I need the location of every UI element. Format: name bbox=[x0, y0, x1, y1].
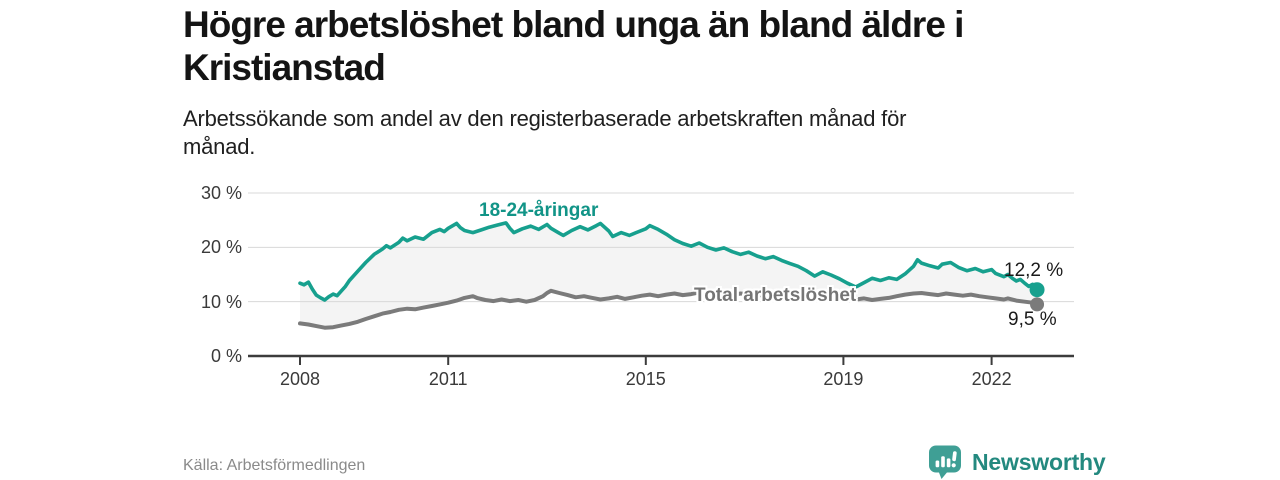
page-title-line1: Högre arbetslöshet bland unga än bland ä… bbox=[183, 4, 964, 45]
newsworthy-bubble-chart-icon bbox=[929, 445, 961, 479]
area-between-series bbox=[300, 222, 1037, 328]
total-end-dot bbox=[1030, 297, 1045, 312]
x-axis-tick-label: 2015 bbox=[625, 369, 666, 389]
x-axis-tick-label: 2019 bbox=[823, 369, 864, 389]
chart-subtitle: Arbetssökande som andel av den registerb… bbox=[183, 105, 1063, 161]
chart-subtitle-line1: Arbetssökande som andel av den registerb… bbox=[183, 106, 907, 131]
x-axis-tick-label: 2011 bbox=[428, 369, 468, 389]
y-axis-tick-label: 30 % bbox=[200, 182, 242, 203]
chart-subtitle-line2: månad. bbox=[183, 134, 256, 159]
x-axis-tick-label: 2008 bbox=[279, 369, 321, 389]
youth-line bbox=[298, 221, 1039, 302]
y-axis-tick-label: 0 % bbox=[210, 346, 242, 366]
page-title: Högre arbetslöshet bland unga än bland ä… bbox=[183, 3, 1143, 89]
end-value-label-youth: 12,2 % bbox=[1004, 260, 1064, 281]
series-label-youth: 18-24-åringar bbox=[479, 200, 599, 221]
end-value-label-total: 9,5 % bbox=[1008, 309, 1057, 330]
total-line bbox=[298, 288, 1039, 330]
youth-end-dot bbox=[1029, 282, 1045, 298]
y-axis-tick-label: 10 % bbox=[200, 291, 242, 312]
page-title-line2: Kristianstad bbox=[183, 47, 386, 88]
y-axis-tick-label: 20 % bbox=[200, 237, 242, 258]
newsworthy-logo-text: Newsworthy bbox=[972, 448, 1106, 475]
series-label-total: Total arbetslöshet bbox=[694, 285, 857, 306]
x-axis-tick-label: 2022 bbox=[971, 369, 1012, 389]
newsworthy-logo[interactable]: Newsworthy bbox=[928, 444, 1106, 480]
source-note: Källa: Arbetsförmedlingen bbox=[183, 457, 366, 474]
